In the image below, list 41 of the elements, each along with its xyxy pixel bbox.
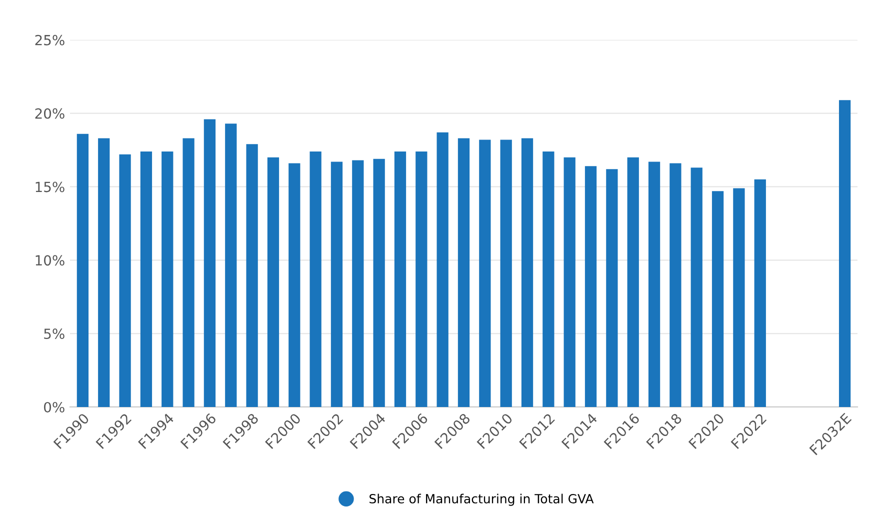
bar	[288, 163, 300, 407]
bar	[310, 151, 322, 407]
bar	[479, 140, 491, 407]
bar	[712, 191, 724, 407]
bar	[542, 151, 554, 407]
bar	[564, 157, 576, 407]
bar	[225, 124, 237, 407]
bar	[436, 132, 448, 407]
legend-label: Share of Manufacturing in Total GVA	[370, 494, 594, 506]
bar	[76, 134, 89, 407]
bar	[838, 100, 851, 407]
y-tick-label: 25%	[35, 34, 64, 46]
bar	[521, 138, 534, 407]
y-tick-label: 20%	[35, 108, 64, 119]
bar	[119, 154, 131, 407]
bar	[416, 151, 428, 407]
y-tick-label: 15%	[36, 182, 64, 192]
bar	[733, 188, 745, 407]
bar	[500, 140, 512, 407]
bar	[182, 138, 194, 407]
bar	[627, 157, 639, 407]
bar	[330, 162, 343, 407]
bar	[373, 158, 385, 407]
bar	[246, 144, 258, 407]
bar	[690, 168, 702, 407]
bar	[140, 151, 152, 407]
bar	[394, 151, 406, 407]
y-tick-label: 0%	[44, 402, 64, 412]
bar	[267, 157, 280, 407]
bar	[670, 163, 682, 407]
y-tick-label: 5%	[44, 328, 64, 340]
bar	[606, 169, 618, 407]
y-tick-label: 10%	[36, 255, 64, 266]
bar	[98, 138, 110, 407]
bar	[584, 166, 597, 407]
bar	[162, 151, 174, 407]
bar	[754, 179, 766, 407]
bar	[648, 162, 660, 407]
bar	[352, 160, 364, 407]
bar	[458, 138, 470, 407]
bar	[204, 119, 216, 407]
